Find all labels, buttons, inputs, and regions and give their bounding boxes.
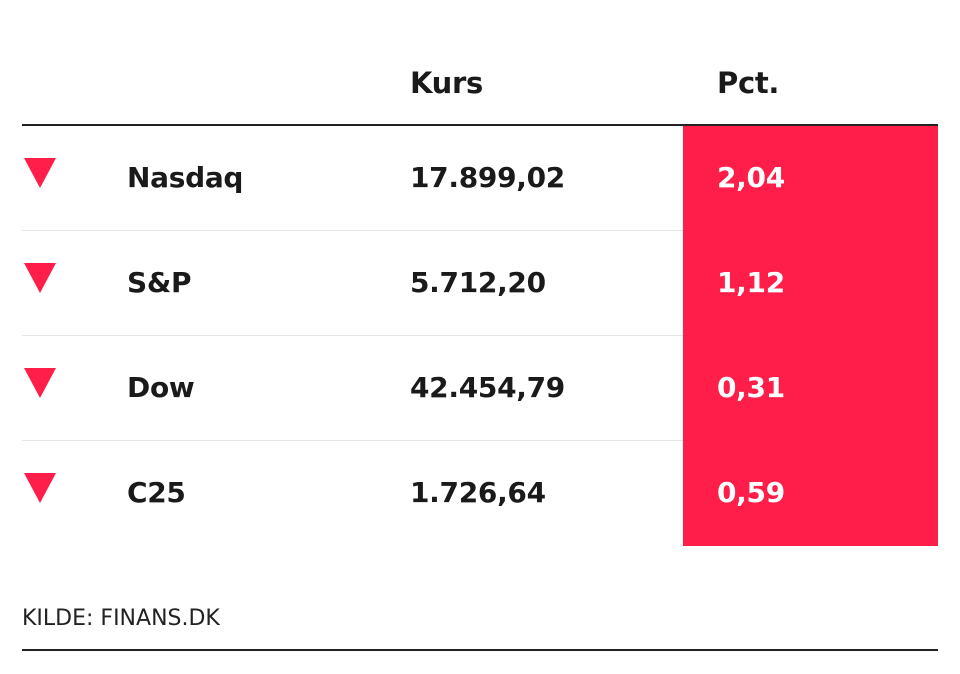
pct-cell: 2,04 xyxy=(683,126,938,231)
down-arrow-icon xyxy=(24,263,56,293)
pct-value: 1,12 xyxy=(717,266,785,299)
kurs-value: 17.899,02 xyxy=(410,161,565,194)
table-row: 0,59 C25 1.726,64 xyxy=(22,441,938,546)
source-note: KILDE: FINANS.DK xyxy=(22,606,220,631)
table-row: 0,31 Dow 42.454,79 xyxy=(22,336,938,441)
pct-value: 2,04 xyxy=(717,161,785,194)
pct-value: 0,31 xyxy=(717,371,785,404)
table-body: 2,04 Nasdaq 17.899,02 1,12 S&P 5.712,20 0,31 Do… xyxy=(22,126,938,546)
table-header: Kurs Pct. xyxy=(22,40,938,126)
kurs-value: 42.454,79 xyxy=(410,371,565,404)
down-arrow-icon xyxy=(24,158,56,188)
index-name: S&P xyxy=(127,266,192,299)
header-pct: Pct. xyxy=(717,66,780,100)
table-row: 2,04 Nasdaq 17.899,02 xyxy=(22,126,938,231)
kurs-value: 1.726,64 xyxy=(410,476,546,509)
down-arrow-icon xyxy=(24,368,56,398)
kurs-value: 5.712,20 xyxy=(410,266,546,299)
table-row: 1,12 S&P 5.712,20 xyxy=(22,231,938,336)
market-table: Kurs Pct. 2,04 Nasdaq 17.899,02 1,12 S&P 5.71… xyxy=(22,40,938,546)
pct-cell: 0,59 xyxy=(683,441,938,546)
index-name: Nasdaq xyxy=(127,161,244,194)
header-kurs: Kurs xyxy=(410,66,483,100)
down-arrow-icon xyxy=(24,473,56,503)
index-name: Dow xyxy=(127,371,195,404)
pct-value: 0,59 xyxy=(717,476,785,509)
pct-cell: 1,12 xyxy=(683,231,938,336)
index-name: C25 xyxy=(127,476,186,509)
bottom-divider xyxy=(22,649,938,651)
pct-cell: 0,31 xyxy=(683,336,938,441)
